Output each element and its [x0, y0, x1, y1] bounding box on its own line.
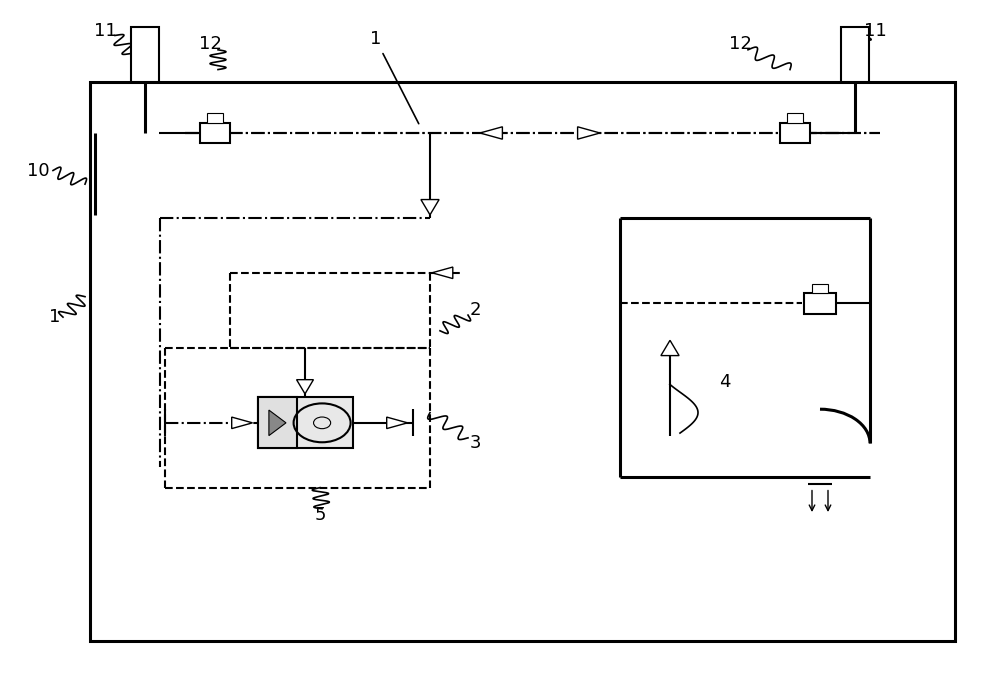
- Polygon shape: [480, 127, 502, 139]
- Bar: [787, 113, 803, 123]
- Bar: [812, 284, 828, 293]
- Polygon shape: [232, 417, 252, 428]
- Bar: [258, 397, 297, 449]
- Text: 1: 1: [49, 308, 61, 326]
- Text: 12: 12: [729, 35, 751, 53]
- Bar: [780, 123, 810, 143]
- Bar: [258, 397, 352, 449]
- Text: 1: 1: [370, 30, 419, 123]
- Bar: [207, 113, 223, 123]
- Text: 5: 5: [314, 506, 326, 524]
- Bar: [131, 27, 159, 82]
- Bar: [90, 82, 955, 641]
- Text: 11: 11: [94, 22, 116, 40]
- Polygon shape: [297, 380, 313, 394]
- Text: 4: 4: [719, 373, 731, 391]
- Bar: [841, 27, 869, 82]
- Text: 2: 2: [469, 301, 481, 319]
- Text: 10: 10: [27, 162, 49, 179]
- Text: 12: 12: [199, 35, 221, 53]
- Polygon shape: [578, 127, 600, 139]
- Text: 3: 3: [469, 434, 481, 452]
- Polygon shape: [387, 417, 408, 428]
- Polygon shape: [661, 340, 679, 355]
- Polygon shape: [421, 200, 439, 215]
- Bar: [200, 123, 230, 143]
- Text: 11: 11: [864, 22, 886, 40]
- Polygon shape: [432, 267, 453, 278]
- Bar: [804, 293, 836, 314]
- Polygon shape: [269, 410, 286, 436]
